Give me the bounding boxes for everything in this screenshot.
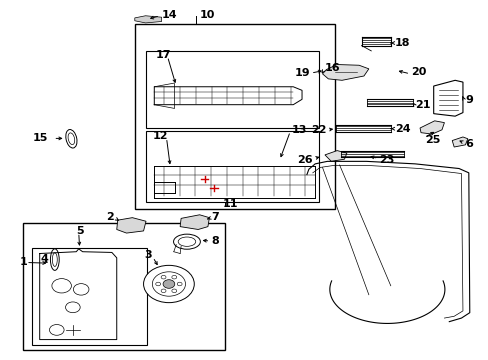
Ellipse shape bbox=[66, 130, 77, 148]
Ellipse shape bbox=[50, 249, 59, 270]
Circle shape bbox=[163, 280, 174, 288]
Text: 21: 21 bbox=[414, 100, 430, 110]
Text: 22: 22 bbox=[310, 125, 326, 135]
Text: 10: 10 bbox=[199, 10, 215, 20]
Polygon shape bbox=[433, 80, 462, 116]
Text: 1: 1 bbox=[19, 257, 27, 267]
Text: 20: 20 bbox=[410, 67, 426, 77]
Circle shape bbox=[49, 324, 64, 335]
Text: 16: 16 bbox=[325, 63, 340, 73]
Bar bbox=[146, 131, 319, 202]
Circle shape bbox=[65, 302, 80, 313]
Circle shape bbox=[143, 265, 194, 303]
Polygon shape bbox=[451, 137, 467, 147]
Circle shape bbox=[52, 279, 71, 293]
Polygon shape bbox=[325, 150, 346, 161]
Polygon shape bbox=[117, 218, 146, 233]
Text: 14: 14 bbox=[161, 10, 177, 20]
Text: 9: 9 bbox=[464, 95, 472, 105]
Text: 18: 18 bbox=[394, 38, 409, 48]
Text: 8: 8 bbox=[211, 236, 219, 246]
Ellipse shape bbox=[173, 234, 200, 249]
Bar bbox=[146, 51, 319, 128]
Text: 12: 12 bbox=[153, 131, 168, 140]
Polygon shape bbox=[135, 16, 161, 23]
Text: 25: 25 bbox=[424, 135, 439, 145]
Text: 11: 11 bbox=[223, 199, 238, 210]
Text: 23: 23 bbox=[378, 155, 394, 165]
Text: 17: 17 bbox=[156, 50, 171, 60]
Polygon shape bbox=[322, 64, 368, 80]
Text: 2: 2 bbox=[106, 212, 114, 222]
Polygon shape bbox=[180, 215, 209, 229]
Circle shape bbox=[73, 284, 89, 295]
Text: 5: 5 bbox=[76, 226, 84, 236]
Text: 19: 19 bbox=[294, 68, 309, 78]
Text: 24: 24 bbox=[394, 124, 409, 134]
Polygon shape bbox=[419, 121, 444, 134]
Text: 6: 6 bbox=[464, 139, 472, 149]
Text: 26: 26 bbox=[297, 155, 312, 165]
Text: 7: 7 bbox=[211, 212, 219, 221]
Text: 3: 3 bbox=[144, 250, 152, 260]
Bar bbox=[32, 248, 147, 345]
Text: 4: 4 bbox=[41, 254, 48, 264]
Text: 15: 15 bbox=[32, 133, 48, 143]
Text: 13: 13 bbox=[291, 125, 306, 135]
Bar bbox=[135, 24, 334, 209]
Bar bbox=[22, 223, 224, 350]
